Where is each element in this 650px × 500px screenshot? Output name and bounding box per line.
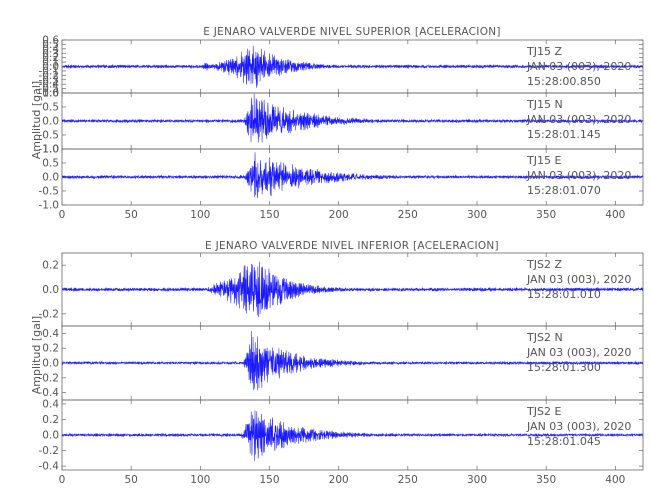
channel-date: JAN 03 (003), 2020	[526, 113, 631, 126]
x-tick-label: 200	[329, 209, 349, 221]
x-tick-label: 250	[398, 474, 418, 486]
channel-panel: 1.0 0.5 0.0 -0.5 -1.0 TJ15 N JAN 03 (003), 202…	[39, 88, 644, 156]
x-tick-label: 200	[329, 474, 349, 486]
y-tick-label: -0.5	[39, 83, 60, 95]
x-tick-label: 150	[259, 474, 279, 486]
x-tick-label: 100	[190, 209, 210, 221]
y-tick-label: -1.0	[39, 144, 60, 156]
y-tick-label: 0.4	[42, 43, 59, 55]
channel-label: TJ15 E	[526, 154, 561, 167]
y-tick-label: -0.4	[39, 461, 60, 473]
channel-start-time: 15:28:01.145	[527, 128, 601, 141]
chart-title: E JENARO VALVERDE NIVEL SUPERIOR [ACELER…	[203, 26, 501, 38]
waveform-trace	[62, 261, 643, 318]
x-tick-label: 0	[59, 209, 66, 221]
y-tick-label: -0.2	[39, 308, 60, 320]
channel-start-time: 15:28:00.850	[527, 75, 601, 88]
x-tick-label: 300	[467, 209, 487, 221]
channel-panel: 0.2 0.0 -0.2 TJS2 Z JAN 03 (003), 2020 15:28:…	[39, 252, 644, 327]
y-tick-label: 0.0	[42, 430, 59, 442]
y-tick-label: 1.0	[42, 144, 59, 156]
y-tick-label: 0.4	[42, 328, 59, 340]
y-tick-label: 0.0	[42, 116, 59, 128]
y-tick-label: 0.6	[42, 35, 59, 47]
y-tick-label: -0.5	[39, 186, 60, 198]
y-tick-label: -0.2	[39, 70, 60, 82]
y-tick-label: 0.5	[42, 158, 59, 170]
y-tick-label: 0.0	[42, 284, 59, 296]
channel-panel: 0.4 0.2 0.0 -0.2 -0.4 TJS2 E JAN 03 (003), 202…	[39, 398, 644, 473]
channel-panel: 1.0 0.5 0.0 -0.5 -1.0 TJ15 E JAN 03 (003), 202…	[39, 144, 644, 212]
channel-label: TJ15 Z	[526, 45, 562, 58]
y-axis-label: Amplitud [gal]	[30, 316, 43, 394]
waveform-trace	[62, 45, 643, 88]
y-tick-label: 0.2	[42, 260, 59, 272]
channel-start-time: 15:28:01.010	[527, 288, 601, 301]
waveform-trace	[62, 93, 643, 143]
y-tick-label: 0.0	[42, 172, 59, 184]
channel-date: JAN 03 (003), 2020	[526, 346, 631, 359]
channel-label: TJS2 Z	[526, 258, 562, 271]
x-tick-label: 350	[536, 209, 556, 221]
y-tick-label: -0.6	[39, 88, 60, 100]
chart-group-superior: E JENARO VALVERDE NIVEL SUPERIOR [ACELER…	[30, 26, 644, 221]
channel-date: JAN 03 (003), 2020	[526, 60, 631, 73]
x-tick-label: 400	[605, 474, 625, 486]
channel-label: TJS2 E	[526, 405, 561, 418]
y-tick-label: -1.0	[39, 200, 60, 212]
channel-start-time: 15:28:01.070	[527, 184, 601, 197]
y-tick-label: -0.4	[39, 387, 60, 399]
channel-date: JAN 03 (003), 2020	[526, 169, 631, 182]
x-tick-label: 0	[59, 474, 66, 486]
channel-panel: 0.4 0.2 0.0 -0.2 -0.4 TJS2 N JAN 03 (003), 202…	[39, 325, 644, 401]
x-tick-label: 400	[605, 209, 625, 221]
channel-date: JAN 03 (003), 2020	[526, 420, 631, 433]
waveform-trace	[62, 152, 643, 199]
waveform-trace	[62, 330, 643, 391]
y-tick-label: 0.4	[42, 398, 59, 410]
y-tick-label: 0.0	[42, 61, 59, 73]
channel-label: TJS2 N	[526, 331, 563, 344]
y-tick-label: -0.2	[39, 372, 60, 384]
x-tick-label: 250	[398, 209, 418, 221]
channel-panel: 0.60.50.40.30.20.10.0-0.1-0.2-0.3-0.4-0.…	[39, 35, 644, 100]
channel-label: TJ15 N	[526, 98, 563, 111]
y-tick-label: -0.2	[39, 445, 60, 457]
channel-date: JAN 03 (003), 2020	[526, 273, 631, 286]
y-axis-label: Amplitud [gal]	[30, 81, 43, 159]
y-tick-label: 0.0	[42, 358, 59, 370]
y-tick-label: 0.1	[42, 57, 59, 69]
y-tick-label: -0.4	[39, 79, 60, 91]
chart-title: E JENARO VALVERDE NIVEL INFERIOR [ACELER…	[205, 240, 499, 252]
y-tick-label: 1.0	[42, 88, 59, 100]
x-tick-label: 350	[536, 474, 556, 486]
channel-start-time: 15:28:01.300	[527, 361, 601, 374]
x-tick-label: 300	[467, 474, 487, 486]
x-tick-label: 50	[124, 209, 137, 221]
y-tick-label: 0.5	[42, 102, 59, 114]
y-tick-label: 0.3	[42, 48, 59, 60]
y-tick-label: 0.5	[42, 39, 59, 51]
y-tick-label: 0.2	[42, 52, 59, 64]
y-tick-label: 0.2	[42, 343, 59, 355]
y-tick-label: 0.2	[42, 414, 59, 426]
chart-group-inferior: E JENARO VALVERDE NIVEL INFERIOR [ACELER…	[30, 240, 644, 486]
y-tick-label: -0.1	[39, 65, 60, 77]
x-tick-label: 50	[124, 474, 137, 486]
x-tick-label: 150	[259, 209, 279, 221]
channel-start-time: 15:28:01.045	[527, 435, 601, 448]
y-tick-label: -0.5	[39, 130, 60, 142]
x-tick-label: 100	[190, 474, 210, 486]
waveform-trace	[62, 410, 643, 462]
y-tick-label: -0.3	[39, 74, 60, 86]
